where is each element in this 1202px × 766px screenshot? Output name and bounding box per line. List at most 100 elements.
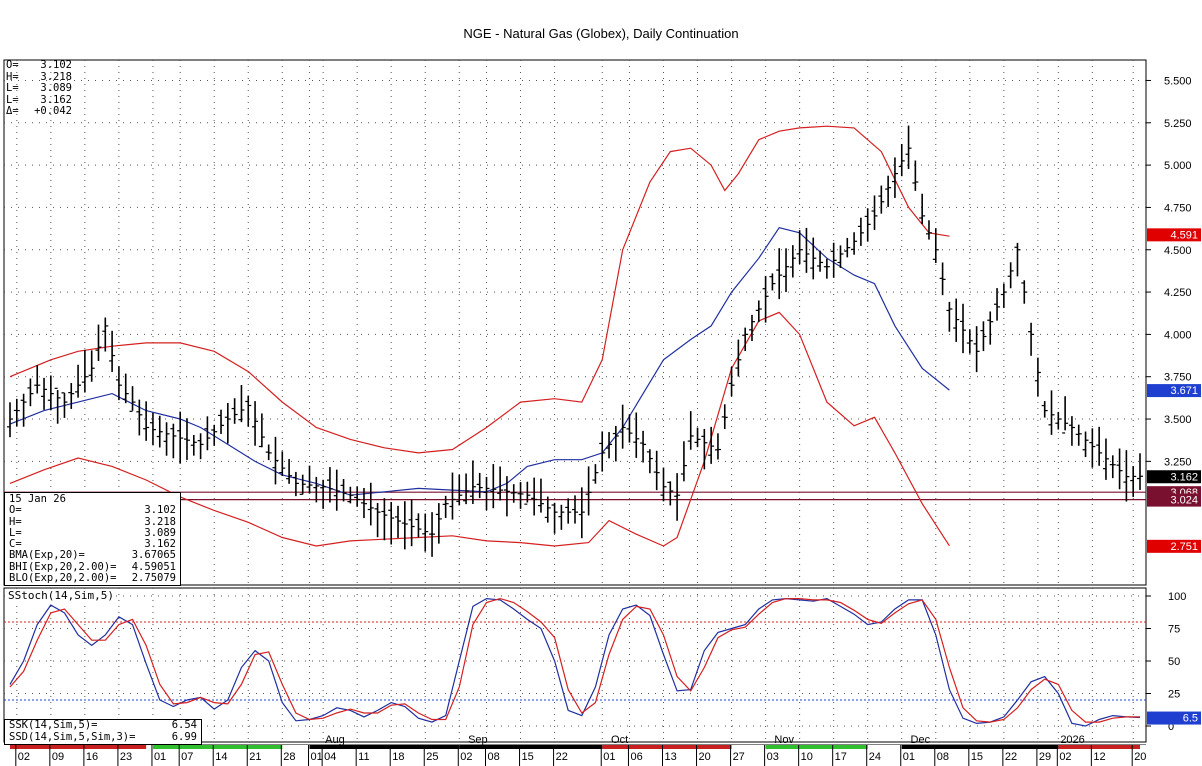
x-tick-label: 29 bbox=[1039, 751, 1051, 763]
x-month-label: Nov bbox=[774, 734, 794, 746]
x-tick-label: 12 bbox=[1093, 751, 1105, 763]
price-label-bg bbox=[1147, 493, 1201, 507]
ohlc-bar bbox=[973, 326, 980, 373]
stoch-label: SSD(14,Sim,5,Sim,3)= bbox=[9, 730, 136, 743]
ohlc-bar bbox=[463, 473, 470, 505]
ohlc-bar bbox=[830, 242, 837, 278]
ohlc-bar bbox=[245, 395, 252, 427]
info-label: H= bbox=[9, 515, 22, 528]
stoch-row: SSD(14,Sim,5,Sim,3)= 6.99 bbox=[5, 730, 201, 744]
ohlc-bar bbox=[13, 398, 20, 427]
ohlc-bar bbox=[163, 422, 170, 456]
ohlc-bar bbox=[292, 471, 299, 497]
x-tick-label: 02 bbox=[18, 751, 30, 763]
ohlc-bar bbox=[224, 402, 231, 444]
ohlc-bar bbox=[483, 476, 490, 511]
ohlc-bar bbox=[1137, 453, 1143, 490]
x-tick-label: 01 bbox=[903, 751, 915, 763]
ohlc-bar bbox=[20, 393, 27, 427]
x-axis-segment bbox=[152, 745, 283, 749]
price-label: 2.751 bbox=[1170, 541, 1198, 553]
ohlc-bar bbox=[531, 477, 538, 516]
info-label: BLO(Exp,20,2.00)= bbox=[9, 572, 117, 585]
x-tick-label: 13 bbox=[664, 751, 676, 763]
ohlc-bar bbox=[388, 501, 395, 545]
ohlc-bar bbox=[177, 411, 184, 464]
ohlc-bar bbox=[510, 484, 517, 503]
ohlc-bar bbox=[919, 193, 926, 225]
y-tick-label: 3.250 bbox=[1164, 456, 1192, 468]
ohlc-bar bbox=[871, 195, 878, 230]
price-label: 3.671 bbox=[1170, 385, 1198, 397]
y-tick-label: 5.500 bbox=[1164, 75, 1192, 87]
x-tick-label: 07 bbox=[181, 751, 193, 763]
ohlc-bar bbox=[320, 479, 327, 509]
info-label: BMA(Exp,20)= bbox=[9, 549, 85, 562]
ohlc-label: O= bbox=[6, 59, 19, 71]
ohlc-bar bbox=[7, 402, 13, 438]
ohlc-bar bbox=[640, 430, 647, 463]
price-label-bg bbox=[1147, 470, 1201, 484]
ohlc-bar bbox=[517, 482, 524, 509]
ohlc-bar bbox=[326, 467, 333, 503]
ohlc-bar bbox=[646, 449, 653, 474]
ohlc-bar bbox=[136, 399, 143, 436]
x-tick-label: 24 bbox=[869, 751, 881, 763]
ohlc-bar bbox=[1089, 428, 1096, 468]
ohlc-bars bbox=[7, 125, 1143, 557]
ohlc-bar bbox=[449, 472, 456, 520]
ohlc-bar bbox=[674, 473, 681, 521]
ohlc-bar bbox=[721, 404, 728, 430]
y-tick-label: 50 bbox=[1168, 656, 1180, 668]
info-value: 3.102 bbox=[144, 504, 176, 517]
x-tick-label: 28 bbox=[283, 751, 295, 763]
x-axis-segment bbox=[765, 745, 868, 749]
ohlc-bar bbox=[299, 474, 306, 495]
ohlc-bar bbox=[939, 262, 946, 296]
ohlc-bar bbox=[429, 512, 436, 557]
stoch-row: SSK(14,Sim,5)= 6.54 bbox=[5, 719, 201, 732]
ohlc-bar bbox=[497, 466, 504, 501]
ohlc-bar bbox=[714, 433, 721, 460]
price-label: 4.591 bbox=[1170, 229, 1198, 241]
x-tick-label: 25 bbox=[426, 751, 438, 763]
band-line-blo bbox=[9, 311, 950, 547]
info-row: O= 3.102 bbox=[5, 504, 180, 517]
ohlc-bar bbox=[1062, 396, 1069, 434]
ohlc-bar bbox=[102, 317, 109, 352]
info-value: 3.089 bbox=[144, 526, 176, 539]
info-row: BHI(Exp,20,2.00)= 4.59051 bbox=[5, 561, 180, 573]
info-label: C= bbox=[9, 538, 22, 551]
ohlc-row: O= 3.102 bbox=[6, 59, 72, 72]
ohlc-value: +0.042 bbox=[34, 105, 72, 117]
ohlc-bar bbox=[572, 495, 578, 524]
info-date: 15 Jan 26 bbox=[9, 493, 66, 505]
ohlc-row: L= 3.162 bbox=[6, 93, 72, 107]
ohlc-bar bbox=[980, 321, 987, 352]
ohlc-bar bbox=[109, 330, 116, 372]
ohlc-bar bbox=[905, 125, 912, 170]
ohlc-bar bbox=[524, 481, 531, 505]
ohlc-value: 3.218 bbox=[40, 70, 72, 83]
info-label: O= bbox=[9, 504, 22, 517]
ohlc-bar bbox=[823, 258, 830, 279]
ohlc-bar bbox=[340, 479, 347, 502]
price-panel-frame bbox=[3, 59, 1147, 586]
stoch-line-d bbox=[9, 597, 1140, 723]
ohlc-bar bbox=[619, 404, 626, 449]
x-month-label: Aug bbox=[325, 734, 345, 746]
ohlc-bar bbox=[211, 424, 218, 446]
ohlc-bar bbox=[803, 227, 810, 273]
ohlc-bar bbox=[61, 392, 68, 418]
ohlc-bar bbox=[755, 300, 762, 322]
ohlc-bar bbox=[987, 311, 994, 345]
ohlc-bar bbox=[626, 414, 633, 443]
ohlc-bar bbox=[680, 441, 687, 482]
ohlc-label: L= bbox=[6, 93, 19, 106]
x-month-label: Dec bbox=[911, 734, 931, 746]
ohlc-bar bbox=[1123, 450, 1130, 502]
ohlc-bar bbox=[367, 482, 374, 526]
ohlc-bar bbox=[347, 486, 354, 504]
x-tick-label: 14 bbox=[215, 751, 227, 763]
ohlc-bar bbox=[415, 513, 422, 538]
